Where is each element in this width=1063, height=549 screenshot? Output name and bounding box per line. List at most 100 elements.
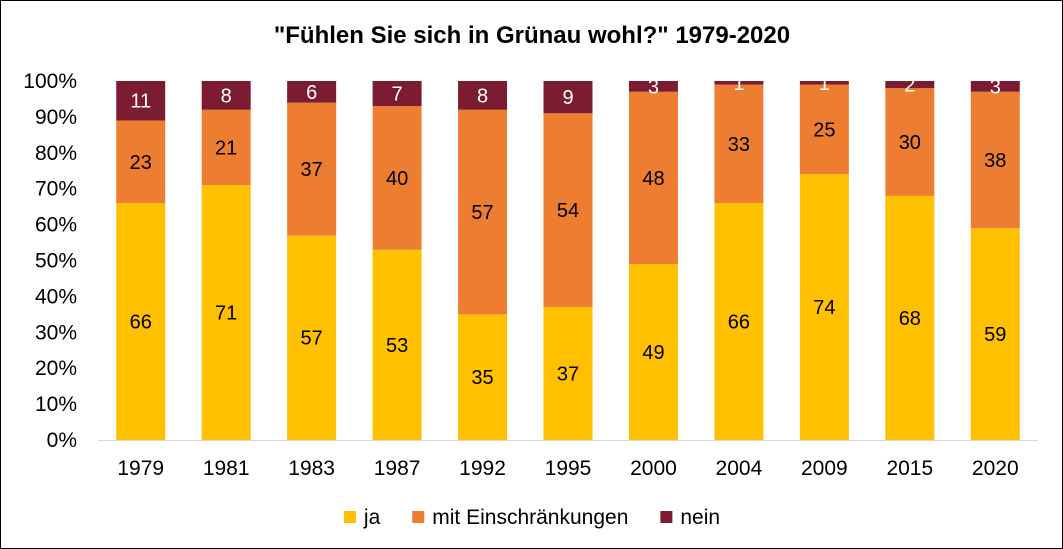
x-tick-label: 1979 [117, 457, 164, 480]
bar-segment [885, 88, 935, 196]
x-tick-label: 1983 [288, 457, 335, 480]
data-label: 68 [899, 308, 921, 330]
data-label: 57 [471, 202, 493, 224]
x-axis: 1979 1981 1983 1987 1992 1995 2000 2004 2009 2015… [98, 440, 1038, 480]
bar-group: 49 48 3 [628, 76, 678, 440]
data-label: 8 [477, 85, 488, 107]
bar-group: 59 38 3 [970, 76, 1020, 440]
x-tick-label: 2009 [801, 457, 848, 480]
bar-group: 71 21 8 [201, 81, 251, 440]
legend-item: nein [660, 506, 720, 529]
data-label: 53 [386, 335, 408, 357]
x-tick-label: 2020 [972, 457, 1019, 480]
bar-area: 6623117121857376534073557837549494836633… [116, 73, 1020, 440]
bar-group: 68 30 2 [885, 75, 935, 440]
bar-segment [458, 81, 508, 110]
data-label: 40 [386, 168, 408, 190]
y-tick-label: 10% [35, 393, 77, 416]
y-tick-label: 70% [35, 178, 77, 201]
legend-label: mit Einschränkungen [432, 506, 628, 529]
bar-group: 37 54 9 [543, 81, 593, 440]
data-label: 66 [728, 312, 750, 334]
bar-segment [287, 102, 337, 236]
bar-group: 66 33 1 [714, 73, 764, 440]
data-label: 30 [899, 132, 921, 154]
x-tick-label: 1981 [203, 457, 250, 480]
bar-segment [628, 91, 678, 265]
data-label: 2 [904, 75, 915, 97]
bar-segment [287, 81, 337, 103]
data-label: 1 [733, 73, 744, 95]
bar-group: 74 25 1 [799, 73, 849, 440]
bar-segment [543, 113, 593, 308]
y-tick-label: 90% [35, 106, 77, 129]
bar-segment [799, 84, 849, 175]
chart-title: "Fühlen Sie sich in Grünau wohl?" 1979-2… [274, 22, 790, 49]
bar-segment [372, 249, 422, 440]
bar-segment [543, 307, 593, 440]
bar-segment [287, 235, 337, 440]
bar-segment [201, 109, 251, 186]
bar-segment [799, 174, 849, 440]
legend-swatch [412, 511, 425, 523]
legend: ja mit Einschränkungen nein [343, 506, 720, 529]
bar-segment [628, 81, 678, 92]
data-label: 33 [728, 134, 750, 156]
bar-segment [201, 185, 251, 440]
legend-swatch [343, 511, 356, 523]
data-label: 8 [221, 85, 232, 107]
legend-label: nein [680, 506, 720, 529]
data-label: 3 [648, 76, 659, 98]
data-label: 3 [990, 76, 1001, 98]
bar-segment [458, 314, 508, 440]
legend-label: ja [363, 506, 381, 529]
data-label: 66 [130, 312, 152, 334]
y-tick-label: 0% [47, 429, 77, 452]
data-label: 38 [984, 150, 1006, 172]
bar-segment [970, 81, 1020, 92]
x-tick-label: 1987 [374, 457, 421, 480]
y-tick-label: 20% [35, 357, 77, 380]
bar-segment [116, 203, 166, 440]
bar-segment [372, 81, 422, 107]
y-tick-label: 100% [23, 70, 77, 93]
data-label: 37 [301, 159, 323, 181]
data-label: 71 [215, 303, 237, 325]
bar-segment [799, 81, 849, 85]
data-label: 54 [557, 200, 579, 222]
legend-swatch [660, 511, 673, 523]
data-label: 48 [642, 168, 664, 190]
x-tick-label: 1992 [459, 457, 506, 480]
bar-segment [201, 81, 251, 110]
legend-item: mit Einschränkungen [412, 506, 628, 529]
bar-group: 66 23 11 [116, 81, 166, 440]
bar-segment [458, 109, 508, 315]
bar-segment [714, 203, 764, 440]
y-axis: 0% 10% 20% 30% 40% 50% 60% 70% 80% 90% 100% [23, 70, 77, 452]
bar-segment [714, 81, 764, 85]
x-tick-label: 1995 [545, 457, 592, 480]
x-tick-label: 2004 [716, 457, 763, 480]
x-tick-label: 2000 [630, 457, 677, 480]
bar-segment [885, 195, 935, 440]
bar-segment [116, 81, 166, 121]
x-tick-label: 2015 [886, 457, 933, 480]
bar-group: 53 40 7 [372, 81, 422, 440]
bar-group: 57 37 6 [287, 81, 337, 440]
data-label: 9 [562, 87, 573, 109]
data-label: 59 [984, 324, 1006, 346]
data-label: 37 [557, 364, 579, 386]
bar-segment [543, 81, 593, 114]
data-label: 6 [306, 82, 317, 104]
bar-segment [885, 81, 935, 89]
bar-segment [714, 84, 764, 204]
data-label: 74 [813, 297, 835, 319]
y-tick-label: 30% [35, 321, 77, 344]
data-label: 21 [215, 137, 237, 159]
data-label: 49 [642, 342, 664, 364]
y-tick-label: 40% [35, 285, 77, 308]
data-label: 11 [130, 91, 151, 113]
y-tick-label: 50% [35, 250, 77, 273]
